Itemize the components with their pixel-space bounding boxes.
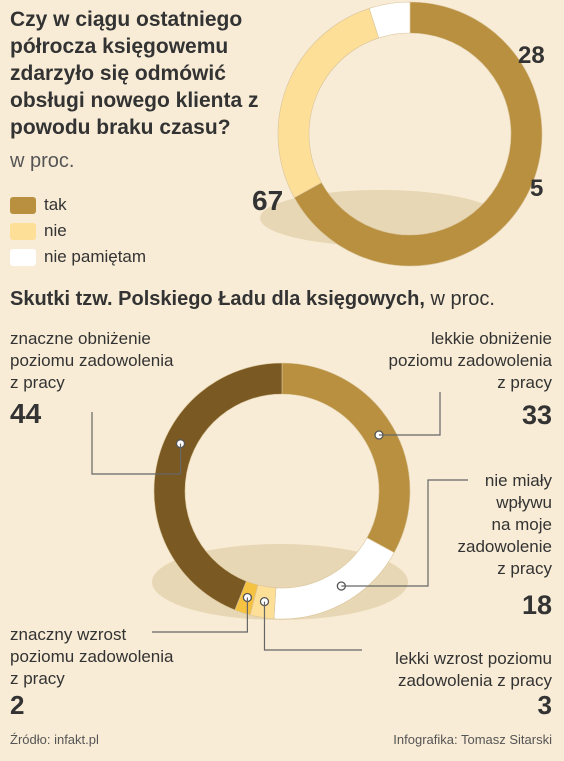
chart1-title: Czy w ciągu ostatniego półrocza księgowe… bbox=[10, 8, 259, 139]
label-line: lekki wzrost poziomu bbox=[395, 649, 552, 668]
label-line: z pracy bbox=[10, 669, 65, 688]
chart1-legend: tak nie nie pamiętam bbox=[10, 192, 146, 270]
label-line: znaczne obniżenie bbox=[10, 329, 151, 348]
footer-credit: Infografika: Tomasz Sitarski bbox=[393, 732, 552, 747]
legend-label-tak: tak bbox=[44, 195, 67, 214]
label-line: nie miały bbox=[484, 471, 552, 490]
label-line: z pracy bbox=[10, 373, 65, 392]
value-znaczne-obnizenie: 44 bbox=[10, 398, 42, 429]
legend-label-nie-pamietam: nie pamiętam bbox=[44, 247, 147, 266]
value-znaczny-wzrost: 2 bbox=[10, 690, 25, 720]
label-lekkie-obnizenie: lekkie obniżenie poziomu zadowolenia z p… bbox=[389, 328, 553, 394]
value-lekki-wzrost: 3 bbox=[537, 690, 552, 720]
chart1-value-nie: 28 bbox=[518, 42, 545, 69]
label-line: znaczny wzrost bbox=[10, 625, 127, 644]
chart1-value-nie-pamietam: 5 bbox=[530, 175, 544, 202]
chart1-slice-2 bbox=[368, 1, 411, 39]
label-line: z pracy bbox=[497, 559, 552, 578]
value-brak-wplywu: 18 bbox=[521, 590, 552, 620]
legend-item-nie-pamietam: nie pamiętam bbox=[10, 244, 146, 270]
leader-lekkie-obnizenie bbox=[378, 392, 441, 436]
leader-lekki-wzrost bbox=[263, 601, 362, 651]
chart1-value-tak: 67 bbox=[252, 185, 284, 216]
label-line: na moje bbox=[491, 515, 552, 534]
label-znaczny-wzrost: znaczny wzrost poziomu zadowolenia z pra… bbox=[10, 624, 174, 690]
legend-item-tak: tak bbox=[10, 192, 146, 218]
legend-label-nie: nie bbox=[44, 221, 67, 240]
label-brak-wplywu: nie miały wpływu na moje zadowolenie z p… bbox=[457, 470, 552, 580]
legend-swatch-nie bbox=[10, 222, 36, 240]
chart1-unit: w proc. bbox=[10, 150, 75, 172]
legend-item-nie: nie bbox=[10, 218, 146, 244]
leader-znaczne-obnizenie bbox=[91, 412, 182, 475]
label-line: poziomu zadowolenia bbox=[10, 647, 174, 666]
label-line: zadowolenia z pracy bbox=[397, 671, 552, 690]
label-znaczne-obnizenie: znaczne obniżenie poziomu zadowolenia z … bbox=[10, 328, 174, 394]
legend-swatch-nie-pamietam bbox=[10, 248, 36, 266]
legend-swatch-tak bbox=[10, 196, 36, 214]
chart2-unit: w proc. bbox=[430, 288, 495, 310]
chart2-slice-4 bbox=[153, 362, 283, 611]
chart2-title-text: Skutki tzw. Polskiego Ładu dla księgowyc… bbox=[10, 288, 425, 310]
label-line: poziomu zadowolenia bbox=[10, 351, 174, 370]
label-line: poziomu zadowolenia bbox=[388, 351, 553, 370]
label-line: wpływu bbox=[496, 493, 552, 512]
label-line: lekkie obniżenie bbox=[431, 329, 552, 348]
label-line: z pracy bbox=[497, 373, 552, 392]
chart1-slice-1 bbox=[277, 8, 380, 198]
label-lekki-wzrost: lekki wzrost poziomu zadowolenia z pracy bbox=[395, 648, 552, 692]
leader-brak-wplywu bbox=[341, 479, 468, 587]
label-line: zadowolenie bbox=[457, 537, 552, 556]
leader-znaczny-wzrost bbox=[152, 597, 248, 633]
footer-source: Źródło: infakt.pl bbox=[10, 732, 99, 747]
chart1-slice-0 bbox=[293, 1, 543, 267]
chart2-title: Skutki tzw. Polskiego Ładu dla księgowyc… bbox=[10, 288, 495, 311]
value-lekkie-obnizenie: 33 bbox=[521, 400, 552, 430]
